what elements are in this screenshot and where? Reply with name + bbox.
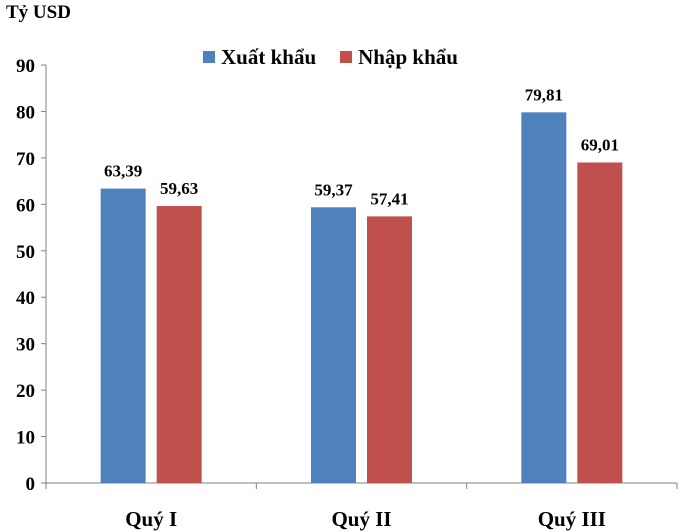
bar (311, 207, 356, 483)
legend-swatch-export (203, 51, 215, 63)
data-label: 69,01 (581, 135, 619, 154)
y-tick-label: 50 (16, 242, 35, 263)
data-label: 57,41 (370, 189, 408, 208)
x-tick-label: Quý III (538, 507, 606, 531)
y-tick-label: 10 (16, 428, 35, 449)
data-label: 59,37 (314, 180, 353, 199)
y-tick-label: 90 (16, 56, 35, 77)
bar (367, 216, 412, 484)
legend-label-import: Nhập khẩu (358, 44, 458, 69)
bar (577, 162, 623, 484)
legend-item-export: Xuất khẩu (203, 45, 316, 70)
y-tick-label: 30 (16, 335, 35, 356)
legend-label-export: Xuất khẩu (221, 44, 317, 69)
legend: Xuất khẩu Nhập khẩu (203, 44, 482, 70)
legend-item-import: Nhập khẩu (340, 45, 458, 70)
data-label: 63,39 (104, 162, 142, 181)
y-tick-label: 70 (16, 149, 35, 170)
bar (521, 112, 567, 483)
x-tick-label: Quý I (125, 507, 177, 531)
y-tick-label: 60 (16, 195, 35, 216)
bar (156, 206, 202, 484)
bar (100, 188, 146, 483)
data-label: 79,81 (525, 85, 563, 104)
x-tick-label: Quý II (331, 507, 391, 531)
data-label: 59,63 (160, 179, 198, 198)
legend-swatch-import (340, 51, 353, 63)
y-tick-label: 20 (16, 381, 35, 402)
y-axis-label: Tỷ USD (6, 2, 71, 23)
y-tick-label: 40 (16, 288, 35, 309)
y-tick-label: 80 (16, 102, 35, 123)
y-tick-label: 0 (26, 474, 36, 495)
